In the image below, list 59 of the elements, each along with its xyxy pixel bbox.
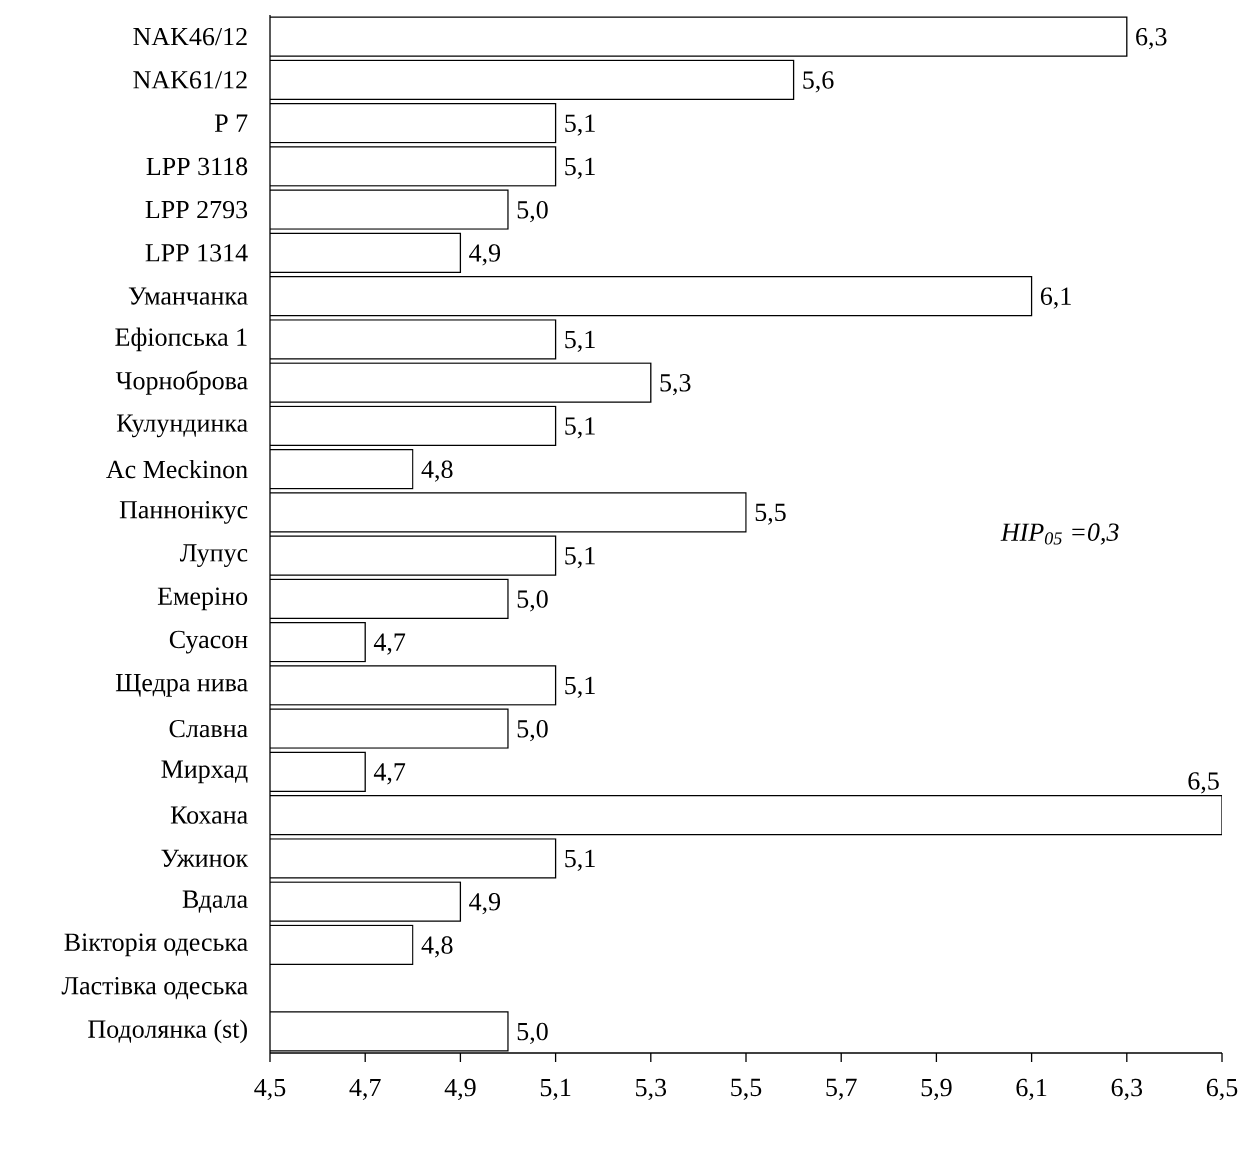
y-tick-label: LPP 1314 [145,244,248,262]
y-tick-label: LPP 2793 [145,200,248,219]
y-tick-label: Кулундинка [116,414,248,438]
data-label: 5,5 [755,503,786,525]
y-tick-label: Суасон [169,630,248,654]
data-label: 4,8 [421,460,453,482]
x-tick-label: 5,7 [826,1078,857,1100]
y-tick-label: Мирхад [161,760,248,784]
y-tick-label: Вдала [182,890,248,913]
x-tick-label: 5,1 [540,1078,571,1101]
data-label: 5,0 [517,201,548,223]
x-tick-label: 6,3 [1111,1078,1143,1101]
y-tick-label: NAK61/12 [133,71,247,89]
data-label: 4,7 [373,763,406,785]
data-label: 5,1 [565,676,595,698]
data-label: 4,8 [421,936,453,958]
data-label: 5,1 [565,849,595,871]
y-tick-label: Славна [169,719,248,738]
x-tick-label: 5,9 [921,1078,952,1101]
y-tick-label: Ефіопська 1 [115,327,247,352]
y-tick-label: Паннонікус [119,500,248,524]
data-label: 6,1 [1040,287,1071,309]
data-label: 5,1 [565,330,595,352]
x-tick-label: 5,5 [731,1078,762,1100]
x-tick-label: 4,7 [349,1078,381,1100]
y-tick-label: Кохана [170,806,248,824]
y-tick-label: Емеріно [157,587,248,611]
x-tick-label: 6,5 [1206,1078,1238,1101]
data-label: 5,0 [517,590,548,612]
data-label: 5,1 [565,157,595,179]
y-tick-label: Ac Meckinon [106,460,248,479]
y-tick-label: Вікторія одеська [64,933,248,957]
data-label: 6,5 [1188,772,1219,794]
x-tick-label: 5,3 [636,1078,667,1101]
y-tick-label: Лупус [179,544,248,567]
x-tick-label: 4,9 [444,1078,476,1101]
data-label: 5,1 [565,547,595,569]
annotation: HIP$_{05}$ =0,3 [1000,523,1119,545]
data-label: 5,3 [660,374,691,396]
y-tick-label: Уманчанка [128,287,248,305]
data-label: 5,6 [803,71,834,93]
data-label: 4,9 [469,244,501,266]
data-label: 5,1 [565,114,595,136]
x-tick-label: 4,5 [254,1078,286,1100]
data-label: 6,3 [1136,28,1167,50]
y-tick-label: NAK46/12 [133,27,247,46]
y-tick-label: Ластівка одеська [61,977,248,1000]
y-tick-label: LPP 3118 [146,157,248,176]
data-label: 5,1 [565,417,595,439]
y-tick-label: Ужинок [161,849,249,868]
data-label: 5,0 [517,720,548,742]
y-tick-label: P 7 [214,114,248,132]
x-tick-label: 6,1 [1016,1078,1047,1101]
data-label: 4,7 [373,633,406,655]
data-label: 5,0 [517,1022,548,1045]
y-tick-label: Подолянка (st) [88,1019,247,1044]
data-label: 4,9 [469,893,501,915]
y-tick-label: Щедра нива [115,674,248,697]
y-tick-label: Чорноброва [115,370,248,395]
